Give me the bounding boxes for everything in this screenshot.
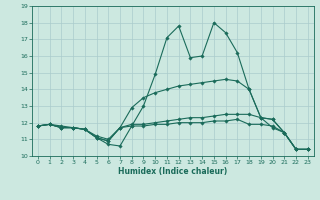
X-axis label: Humidex (Indice chaleur): Humidex (Indice chaleur)	[118, 167, 228, 176]
